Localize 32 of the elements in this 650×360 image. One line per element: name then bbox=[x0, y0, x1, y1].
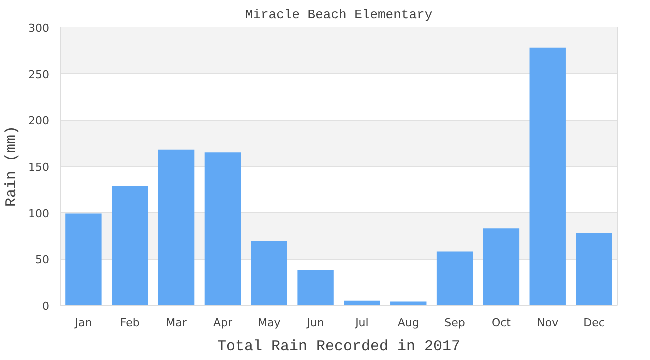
y-tick-label: 150 bbox=[28, 161, 50, 174]
bar bbox=[530, 48, 566, 306]
x-tick-label: Nov bbox=[537, 316, 560, 330]
bar bbox=[298, 270, 334, 306]
x-tick-label: Jul bbox=[354, 316, 369, 330]
bar bbox=[483, 228, 520, 306]
y-tick-label: 100 bbox=[28, 207, 50, 220]
x-axis-title: Total Rain Recorded in 2017 bbox=[217, 338, 461, 356]
chart-title: Miracle Beach Elementary bbox=[245, 8, 433, 22]
x-tick-label: Feb bbox=[120, 316, 140, 330]
bar bbox=[158, 150, 195, 306]
x-tick-label: Jun bbox=[306, 316, 324, 330]
x-tick-label: Dec bbox=[584, 316, 605, 330]
x-tick-label: Aug bbox=[398, 316, 420, 330]
x-tick-label: Apr bbox=[213, 316, 233, 330]
y-axis-title: Rain (mm) bbox=[4, 126, 21, 208]
y-tick-label: 50 bbox=[36, 254, 50, 267]
bar bbox=[112, 186, 148, 306]
x-tick-label: Sep bbox=[444, 316, 466, 330]
x-tick-label: Jan bbox=[74, 316, 92, 330]
x-tick-label: Oct bbox=[492, 316, 512, 330]
bar bbox=[576, 233, 612, 306]
x-tick-label: May bbox=[258, 316, 282, 330]
y-tick-label: 200 bbox=[28, 114, 50, 128]
bar bbox=[436, 252, 474, 306]
y-tick-label: 300 bbox=[28, 22, 50, 35]
bar bbox=[251, 242, 288, 306]
y-tick-label: 0 bbox=[42, 300, 50, 313]
y-tick-label: 250 bbox=[28, 68, 50, 82]
bar bbox=[66, 214, 102, 306]
bar bbox=[204, 152, 242, 306]
x-tick-label: Mar bbox=[166, 316, 188, 330]
